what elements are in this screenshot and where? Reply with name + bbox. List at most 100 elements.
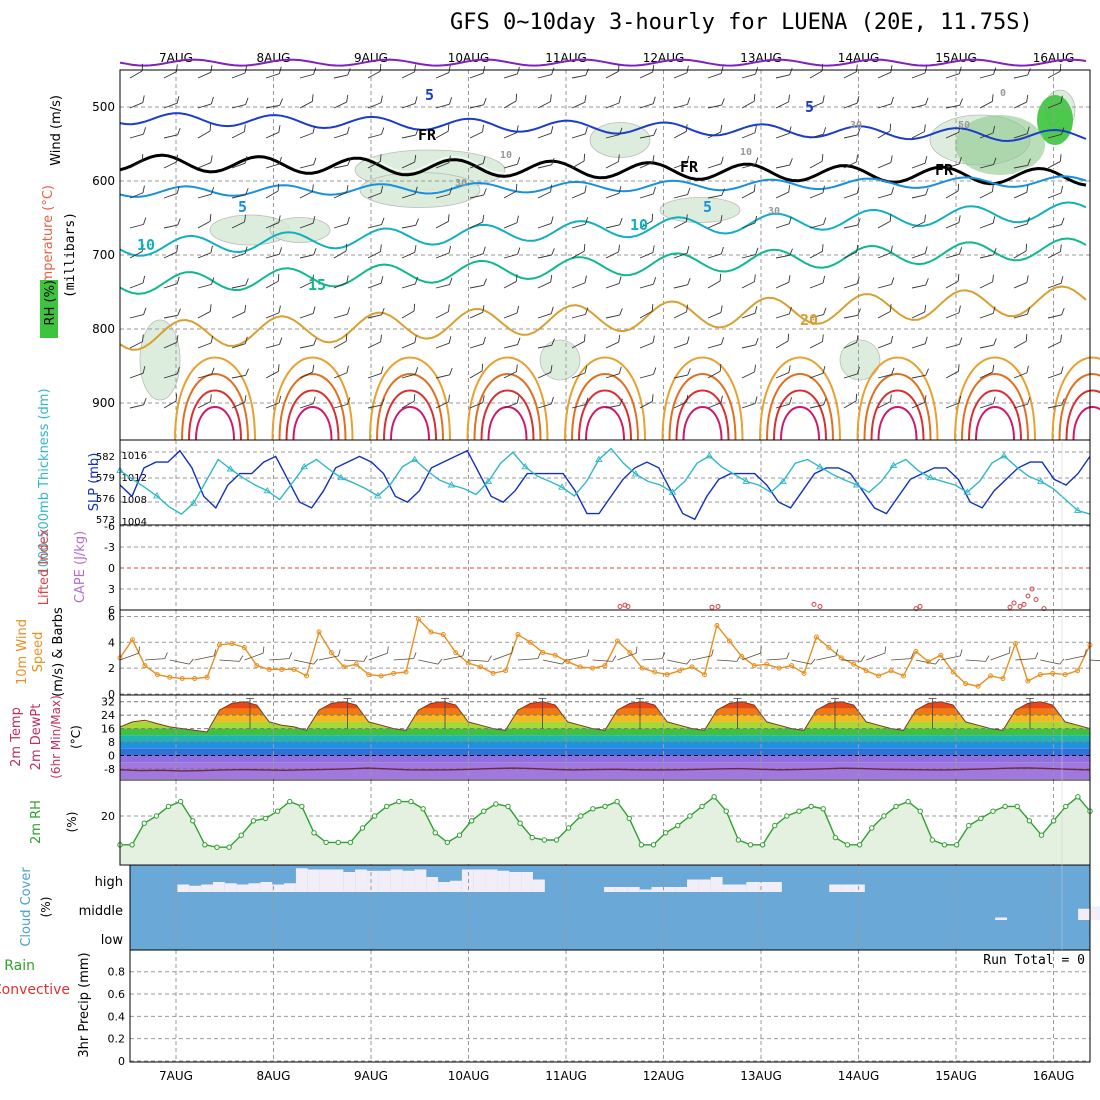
wind-barb-feather [380, 276, 384, 284]
wind-barb [911, 65, 928, 79]
temp-tick-label: 8 [108, 736, 115, 749]
wind-barb-10m-shaft [766, 658, 787, 661]
wind-barb-feather [550, 274, 553, 283]
wind-barb [605, 217, 623, 229]
wind-barb-10m-feather [537, 652, 541, 659]
li-marker [1011, 600, 1017, 606]
wind-barb [1013, 216, 1030, 229]
wind-barb [877, 245, 893, 259]
warm-isotherm-loop [480, 389, 535, 441]
date-label-bottom: 13AUG [740, 1069, 782, 1083]
wind-barb-feather [176, 186, 180, 194]
wind-barb-feather [583, 334, 586, 342]
wind-barb-feather [788, 306, 792, 315]
contour-label: FR [680, 158, 699, 176]
rh-marker [432, 830, 438, 836]
li-marker [1041, 606, 1047, 612]
wind-barb-feather [957, 364, 960, 372]
wind-barb-shaft [639, 103, 654, 109]
thickness-marker [595, 455, 603, 462]
wind-barb [979, 396, 996, 409]
wind-barb-shaft [605, 251, 619, 259]
wind-barb [231, 395, 247, 409]
temp-tick-label: 24 [101, 709, 115, 722]
li-tick-label: -3 [104, 541, 115, 554]
wind-barb-shaft [775, 164, 790, 169]
wind-barb-shaft [571, 313, 586, 319]
wind-barb-10m-shaft [318, 655, 339, 661]
wind-barb-shaft [571, 223, 586, 229]
wind-barb-10m-feather [437, 658, 443, 665]
wind-barb-10m-shaft [965, 659, 986, 662]
wind-barb-feather [278, 215, 281, 223]
wind-barb-shaft [537, 132, 552, 139]
wind-barb-feather [856, 64, 858, 72]
wind-barb [809, 127, 827, 139]
wind-barb-10m [517, 652, 541, 661]
li-marker [1017, 604, 1023, 609]
wind-barb [469, 214, 485, 229]
li-marker [625, 604, 631, 609]
wind-barb-10m [915, 658, 940, 665]
wind-barb [1047, 307, 1065, 319]
wind-barb-feather [890, 96, 894, 105]
wind-barb-10m [741, 646, 762, 661]
wind-barb-feather [653, 277, 657, 285]
wind-barb-feather [278, 395, 282, 404]
wind-barb [367, 398, 385, 409]
wind-barb [469, 305, 485, 319]
wind-speed-marker [341, 664, 347, 670]
temp-color-band [120, 708, 1090, 716]
wind-barb-shaft [401, 193, 416, 199]
high-cloud-bar [224, 883, 237, 892]
wind-barb [911, 156, 928, 169]
wind-barb [1013, 365, 1029, 379]
wind-barb-shaft [197, 103, 212, 109]
thickness-marker [263, 486, 272, 494]
wind-barb-shaft [707, 221, 721, 229]
wind-barb-feather [381, 307, 385, 316]
wind-barb [333, 185, 349, 199]
date-label-bottom: 15AUG [935, 1069, 977, 1083]
slp-line [119, 449, 1091, 521]
wind-barb [639, 303, 654, 319]
wind-barb [1013, 397, 1031, 409]
wind-barb-shaft [503, 312, 518, 319]
wind-barb [877, 96, 894, 109]
wind-barb-10m [194, 649, 217, 661]
wind-barb [979, 67, 997, 79]
contour-label: 30 [768, 206, 780, 217]
wind-barb-10m-shaft [890, 658, 912, 661]
wind-barb-10m-shaft [468, 659, 489, 662]
wind-barb [129, 275, 146, 289]
wind-barb [707, 273, 722, 289]
rh-marker [481, 808, 487, 814]
wind-barb [1047, 276, 1064, 289]
wind-barb-feather [550, 365, 553, 373]
high-cloud-bar [272, 884, 285, 892]
wind-barb-10m-shaft [244, 652, 264, 661]
rh-marker [505, 803, 511, 810]
high-cloud-bar [236, 884, 249, 892]
wind-barb-10m [269, 652, 293, 661]
wind-barb-feather [924, 156, 928, 164]
wind-speed-marker [863, 668, 869, 674]
mb-tick-label: 800 [92, 322, 115, 336]
wind-barb [333, 158, 351, 169]
rh-marker [1038, 832, 1045, 838]
wind-barb-feather [244, 65, 248, 74]
temperature-side-label: Temperature (°C) [41, 185, 56, 298]
wind-barb-10m [169, 658, 194, 665]
wind-speed-marker [913, 648, 919, 654]
wind-barb-feather [925, 368, 929, 376]
wind-barb-feather [414, 64, 416, 72]
wind-panel-frame [119, 609, 1091, 696]
wind-barb [469, 278, 487, 289]
wind-barb [367, 63, 382, 79]
wind-barb-feather [992, 184, 994, 192]
date-label-top: 8AUG [257, 51, 291, 65]
wind-barb-feather [175, 393, 178, 402]
wind-barb-10m [468, 655, 492, 662]
rh-marker [468, 818, 475, 824]
wind-barb-feather [347, 397, 351, 405]
